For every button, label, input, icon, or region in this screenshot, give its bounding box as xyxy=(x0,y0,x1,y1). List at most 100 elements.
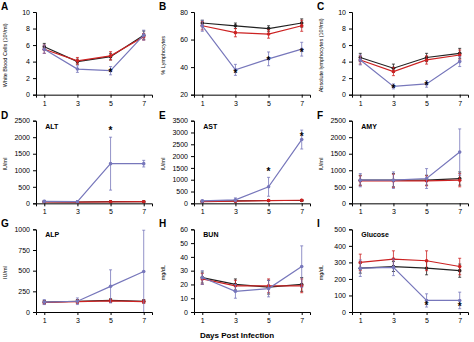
marker xyxy=(200,200,204,204)
x-tick: 7 xyxy=(142,203,146,215)
y-tick: 200 xyxy=(334,276,352,283)
y-tick-label: 60 xyxy=(180,226,188,233)
marker xyxy=(358,58,362,62)
x-tick: 5 xyxy=(109,312,113,324)
y-tick: 3500 xyxy=(172,117,194,124)
error-bar xyxy=(43,300,46,305)
marker xyxy=(76,299,80,303)
y-tick-mark xyxy=(191,144,194,145)
x-tick-mark xyxy=(302,312,303,315)
x-axis: 1357 xyxy=(195,203,311,215)
series xyxy=(42,33,145,64)
title: BUN xyxy=(203,231,218,238)
marker xyxy=(267,199,271,203)
x-tick-label: 7 xyxy=(300,317,304,324)
marker xyxy=(142,270,146,274)
y-tick-mark xyxy=(349,29,352,30)
x-tick: 5 xyxy=(425,203,429,215)
y-tick-label: 10 xyxy=(338,9,346,16)
plot-area xyxy=(358,251,461,309)
x-tick: 7 xyxy=(458,312,462,324)
title: AST xyxy=(203,123,218,130)
y-axis-line xyxy=(191,121,195,204)
panel-label: A xyxy=(1,1,8,12)
marker xyxy=(76,299,80,303)
series xyxy=(358,50,461,76)
panel-label: C xyxy=(317,1,324,12)
marker xyxy=(42,200,46,204)
y-axis: 05001000150020002500 xyxy=(14,117,36,207)
y-axis-title: White Blood Cells (10³/ml) xyxy=(2,23,8,87)
y-tick-mark xyxy=(191,67,194,68)
y-tick-mark xyxy=(191,229,194,230)
panel-label: G xyxy=(1,218,9,229)
y-tick-label: 3500 xyxy=(172,117,188,124)
line xyxy=(360,60,459,86)
error-bar xyxy=(359,174,362,187)
marker xyxy=(200,200,204,204)
y-tick-mark xyxy=(349,312,352,313)
x-tick: 5 xyxy=(267,95,271,107)
y-tick-label: 2500 xyxy=(14,117,30,124)
x-axis: 1357 xyxy=(37,95,153,107)
y-tick-label: 1000 xyxy=(14,167,30,174)
series xyxy=(358,129,461,189)
x-axis: 1357 xyxy=(195,312,311,324)
line xyxy=(44,35,143,71)
y-axis-line xyxy=(349,13,353,96)
y-tick: 1500 xyxy=(172,165,194,172)
marker xyxy=(142,162,146,166)
y-tick-label: 0 xyxy=(342,91,346,98)
y-axis-title: IU/ml xyxy=(318,158,324,171)
y-axis-title: mg/dL xyxy=(160,265,166,280)
y-tick-mark xyxy=(349,137,352,138)
y-tick: 0 xyxy=(26,200,36,207)
y-tick-label: 2000 xyxy=(14,134,30,141)
y-tick-label: 1500 xyxy=(330,150,346,157)
error-bar xyxy=(392,259,395,276)
y-tick-mark xyxy=(191,121,194,122)
marker xyxy=(76,200,80,203)
marker xyxy=(425,177,429,181)
series xyxy=(200,246,303,298)
x-tick: 5 xyxy=(109,203,113,215)
series xyxy=(358,48,461,72)
error-bar xyxy=(43,301,46,304)
error-bar xyxy=(142,201,145,203)
y-tick: 2000 xyxy=(172,153,194,160)
y-tick: 60 xyxy=(180,226,194,233)
marker xyxy=(42,300,46,304)
y-tick-mark xyxy=(349,295,352,296)
y-tick-label: 0 xyxy=(26,91,30,98)
x-tick-label: 5 xyxy=(267,317,271,324)
y-tick: 6 xyxy=(26,42,36,49)
x-tick: 3 xyxy=(76,203,80,215)
y-tick: 8 xyxy=(342,25,352,32)
panel: 13570102030405060BUNHmg/dL xyxy=(159,218,311,324)
panel-label: F xyxy=(317,110,323,121)
line xyxy=(360,55,459,72)
series xyxy=(42,30,145,75)
series xyxy=(358,251,461,275)
error-bar xyxy=(76,201,79,203)
x-tick-label: 1 xyxy=(359,100,363,107)
marker xyxy=(300,198,304,202)
x-axis: 1357 xyxy=(37,203,153,215)
x-tick: 1 xyxy=(43,312,47,324)
marker xyxy=(234,31,238,35)
line xyxy=(202,23,301,29)
x-tick-label: 3 xyxy=(392,317,396,324)
y-tick-mark xyxy=(191,192,194,193)
y-tick-mark xyxy=(349,78,352,79)
error-bar xyxy=(359,260,362,277)
error-bar xyxy=(109,52,112,60)
y-tick-label: 1000 xyxy=(330,167,346,174)
error-bar xyxy=(392,67,395,75)
y-axis-line xyxy=(33,230,37,313)
marker xyxy=(392,70,396,74)
x-tick: 1 xyxy=(359,203,363,215)
y-tick-mark xyxy=(33,137,36,138)
marker xyxy=(109,200,113,203)
y-tick: 10 xyxy=(180,295,194,302)
marker xyxy=(142,200,146,203)
